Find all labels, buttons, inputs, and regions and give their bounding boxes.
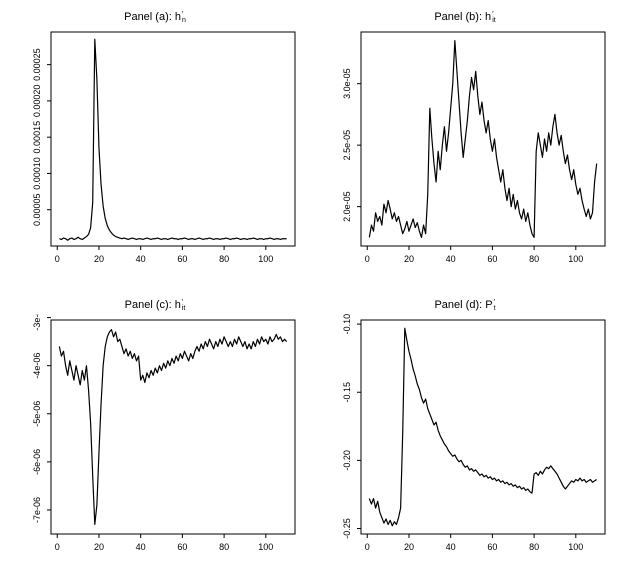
- panel-a-plot: 0 20 40 60 80 100 0.00005 0.00010 0.00015 0.00020…: [32, 31, 296, 264]
- panel-a-title-sub: n: [181, 17, 186, 24]
- y-tick-label: -7e-06: [32, 497, 42, 523]
- y-tick-label: 0.00005: [32, 193, 42, 226]
- x-tick-label: 80: [219, 254, 229, 264]
- x-tick-label: 20: [94, 542, 104, 552]
- panel-d-title-base: Panel (d): P: [434, 299, 493, 311]
- data-line: [59, 38, 287, 241]
- panel-b-title-sup: ′: [492, 11, 494, 18]
- x-tick-label: 0: [55, 542, 60, 552]
- x-tick-label: 0: [365, 542, 370, 552]
- panel-d: Panel (d): P ′ t 0 20 40 60 80 100 -0.25 -0.20 -0.…: [310, 288, 620, 577]
- y-tick-label: 3.0e-05: [342, 68, 352, 99]
- plot-box: [50, 319, 296, 535]
- x-tick-label: 100: [258, 542, 273, 552]
- x-tick-label: 60: [177, 542, 187, 552]
- x-tick-label: 40: [446, 254, 456, 264]
- panel-c-title: Panel (c): h ′ it: [125, 296, 186, 314]
- x-tick-label: 60: [487, 254, 497, 264]
- x-tick-label: 100: [568, 542, 583, 552]
- panel-d-title: Panel (d): P ′ t: [434, 296, 495, 314]
- y-tick-label: 0.00010: [32, 157, 42, 190]
- panel-b-title-sub: it: [492, 17, 496, 24]
- panel-a: Panel (a): h ′ n 0 20 40 60 80 100 0.00005 0.0001…: [0, 0, 310, 288]
- x-tick-label: 80: [529, 542, 539, 552]
- y-tick-label: -0.20: [342, 450, 352, 471]
- x-tick-label: 80: [219, 542, 229, 552]
- y-tick-label: -0.10: [342, 314, 352, 334]
- data-line: [368, 40, 598, 238]
- x-tick-label: 40: [136, 254, 146, 264]
- panel-a-title-base: Panel (a): h: [124, 11, 181, 23]
- x-tick-label: 100: [258, 254, 273, 264]
- panel-b: Panel (b): h ′ it 0 20 40 60 80 100 2.0e-05 2.5e-…: [310, 0, 620, 288]
- panel-d-title-sub: t: [493, 305, 496, 312]
- x-tick-label: 40: [136, 542, 146, 552]
- x-tick-label: 20: [94, 254, 104, 264]
- panel-a-title-supsub: ′ n: [181, 11, 186, 24]
- y-tick-label: -3e-06: [32, 314, 42, 331]
- y-tick-label: 0.00020: [32, 85, 42, 118]
- y-tick-label: 0.00015: [32, 121, 42, 154]
- panel-c: Panel (c): h ′ it 0 20 40 60 80 100 -7e-06 -6e-06…: [0, 288, 310, 577]
- y-tick-label: 2.5e-05: [342, 130, 352, 161]
- data-line: [58, 329, 288, 525]
- x-tick-label: 20: [404, 254, 414, 264]
- panel-a-title: Panel (a): h ′ n: [124, 8, 186, 26]
- x-tick-label: 0: [365, 254, 370, 264]
- y-tick-label: -0.15: [342, 382, 352, 403]
- x-tick-label: 60: [487, 542, 497, 552]
- panel-c-title-base: Panel (c): h: [124, 299, 181, 311]
- panel-b-title-base: Panel (b): h: [434, 11, 492, 23]
- x-tick-label: 100: [568, 254, 583, 264]
- plot-box: [360, 319, 606, 535]
- y-tick-label: -5e-06: [32, 401, 42, 427]
- data-line: [368, 327, 597, 527]
- x-tick-label: 40: [446, 542, 456, 552]
- panel-d-plot: 0 20 40 60 80 100 -0.25 -0.20 -0.15 -0.10: [342, 314, 606, 552]
- plot-box: [360, 31, 606, 247]
- panel-a-title-sup: ′: [181, 11, 184, 18]
- panel-b-title: Panel (b): h ′ it: [434, 8, 495, 26]
- x-tick-label: 80: [529, 254, 539, 264]
- panel-c-title-supsub: ′ it: [181, 299, 186, 312]
- panel-c-title-sub: it: [181, 305, 186, 312]
- y-tick-label: -0.25: [342, 518, 352, 539]
- panel-c-plot: 0 20 40 60 80 100 -7e-06 -6e-06 -5e-06 -4e-06 -3e-…: [32, 314, 296, 552]
- panel-d-title-sup: ′: [493, 299, 495, 306]
- x-tick-label: 60: [177, 254, 187, 264]
- x-tick-label: 20: [404, 542, 414, 552]
- y-tick-label: -4e-06: [32, 353, 42, 379]
- y-tick-label: 0.00025: [32, 48, 42, 81]
- y-tick-label: 2.0e-05: [342, 191, 352, 222]
- y-tick-label: -6e-06: [32, 449, 42, 475]
- panel-b-title-supsub: ′ it: [492, 11, 496, 24]
- panel-b-plot: 0 20 40 60 80 100 2.0e-05 2.5e-05 3.0e-05: [342, 31, 606, 264]
- plot-box: [50, 31, 296, 247]
- panel-d-title-supsub: ′ t: [493, 299, 496, 312]
- x-tick-label: 0: [55, 254, 60, 264]
- panel-c-title-sup: ′: [181, 299, 184, 306]
